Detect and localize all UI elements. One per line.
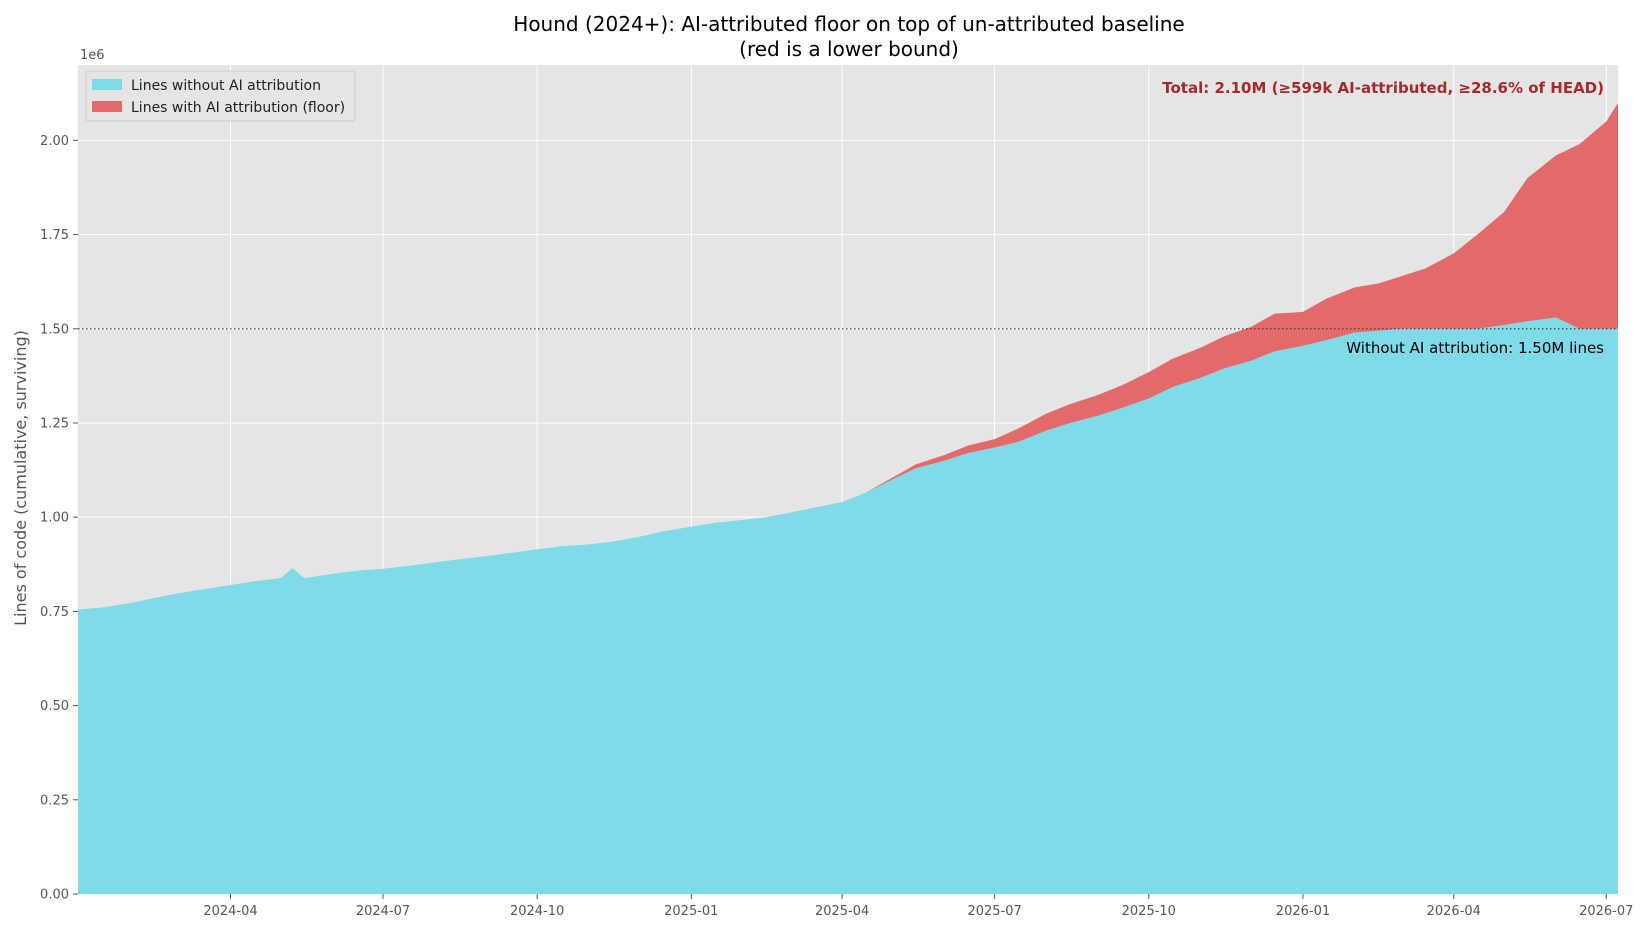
y-tick-label: 2.00: [40, 134, 69, 149]
legend-label-ai: Lines with AI attribution (floor): [131, 100, 345, 116]
x-tick-label: 2024-04: [203, 904, 257, 919]
chart-title: Hound (2024+): AI-attributed floor on to…: [513, 12, 1184, 36]
x-tick-label: 2024-10: [510, 904, 564, 919]
chart-subtitle: (red is a lower bound): [739, 37, 959, 61]
x-tick-label: 2026-01: [1276, 904, 1330, 919]
x-tick-label: 2026-04: [1427, 904, 1481, 919]
legend-swatch-baseline: [92, 79, 122, 90]
x-tick-label: 2025-04: [815, 904, 869, 919]
legend: Lines without AI attribution Lines with …: [85, 70, 356, 122]
y-tick-label: 0.00: [40, 888, 69, 903]
x-tick-label: 2025-10: [1122, 904, 1176, 919]
y-tick-label: 0.50: [40, 699, 69, 714]
total-annotation: Total: 2.10M (≥599k AI-attributed, ≥28.6…: [1162, 79, 1604, 97]
area-baseline: [78, 317, 1618, 895]
x-tick-label: 2025-01: [664, 904, 718, 919]
legend-swatch-ai: [92, 101, 122, 112]
y-tick-label: 1.25: [40, 416, 69, 431]
x-tick-label: 2024-07: [356, 904, 410, 919]
y-tick-label: 1.75: [40, 228, 69, 243]
legend-label-baseline: Lines without AI attribution: [131, 78, 321, 94]
y-tick-label: 1.00: [40, 511, 69, 526]
y-tick-label: 0.25: [40, 793, 69, 808]
y-axis-ticks: 0.00 0.25 0.50 0.75 1.00 1.25 1.50 1.75 2.00: [40, 134, 78, 903]
area-series: [78, 103, 1618, 895]
x-tick-label: 2025-07: [967, 904, 1021, 919]
x-tick-label: 2026-07: [1579, 904, 1633, 919]
legend-box: [85, 70, 356, 122]
baseline-annotation: Without AI attribution: 1.50M lines: [1346, 339, 1604, 357]
x-axis-ticks: 2024-04 2024-07 2024-10 2025-01 2025-04 2025-…: [203, 894, 1633, 919]
y-axis-label: Lines of code (cumulative, surviving): [11, 330, 30, 626]
y-multiplier-label: 1e6: [80, 48, 105, 63]
y-tick-label: 0.75: [40, 605, 69, 620]
y-tick-label: 1.50: [40, 322, 69, 337]
